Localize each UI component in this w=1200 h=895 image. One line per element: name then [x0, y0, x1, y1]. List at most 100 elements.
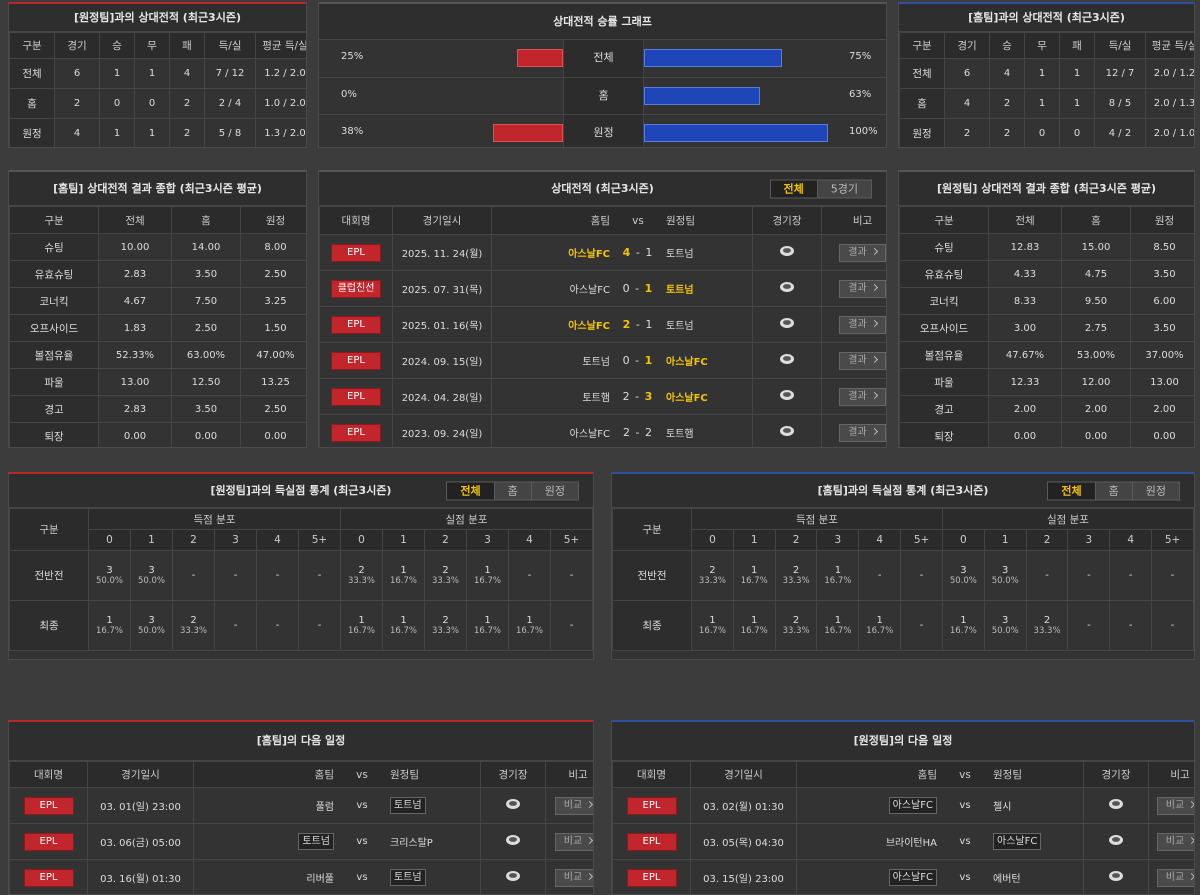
- competition-badge: EPL: [627, 797, 677, 815]
- away-rate: 25%: [341, 51, 363, 62]
- count: -: [1027, 570, 1068, 581]
- button-text: 결과: [848, 391, 866, 402]
- stadium-cell: [1084, 824, 1149, 860]
- button[interactable]: 결과: [839, 316, 885, 334]
- cell: 12.83: [989, 234, 1062, 261]
- cell: 1.2 / 2.0: [256, 59, 308, 89]
- versus: vs: [959, 872, 970, 883]
- column-header: 평균 득/실: [256, 33, 308, 59]
- title-text: [홈팀]과의 득실점 통계 (최근3시즌): [818, 484, 989, 497]
- home-cell: 아스날FC: [492, 307, 617, 343]
- row-label: 유효슈팅: [900, 261, 989, 288]
- cell: -: [551, 551, 593, 601]
- cell: EPL: [320, 235, 393, 271]
- percent: 33.3%: [692, 576, 733, 586]
- tab[interactable]: 원정: [1132, 482, 1179, 499]
- cell: 12.00: [1062, 369, 1131, 396]
- cell: 47.00%: [241, 342, 308, 369]
- title-text: [홈팀] 상대전적 결과 종합 (최근3시즌 평균): [53, 182, 262, 195]
- button[interactable]: 결과: [839, 424, 885, 442]
- stadium-field: [1112, 837, 1120, 842]
- cell: 0.00: [172, 423, 241, 449]
- cell: EPL: [613, 860, 691, 895]
- button[interactable]: 결과: [839, 280, 885, 298]
- button[interactable]: 결과: [839, 352, 885, 370]
- stadium-cell: [1084, 788, 1149, 824]
- cell: 2.50: [172, 315, 241, 342]
- button[interactable]: 비교: [1157, 833, 1195, 851]
- home-team: 토트넘: [298, 833, 334, 850]
- home-team: 아스날FC: [570, 429, 610, 440]
- away-cell: 토트넘: [384, 788, 481, 824]
- tab[interactable]: 전체: [771, 180, 817, 197]
- button[interactable]: 비교: [1157, 797, 1195, 815]
- cell: 2.50: [241, 396, 308, 423]
- competition-badge: EPL: [24, 833, 74, 851]
- competition-badge: EPL: [627, 869, 677, 887]
- count: 1: [89, 615, 130, 626]
- tab[interactable]: 5경기: [817, 180, 871, 197]
- tab[interactable]: 홈: [494, 482, 531, 499]
- stadium-icon: [779, 245, 795, 257]
- button[interactable]: 비교: [555, 797, 594, 815]
- bucket-header: 5+: [551, 530, 593, 551]
- cell: 3.50: [1131, 315, 1196, 342]
- button-text: 결과: [848, 283, 866, 294]
- bucket-header: 5+: [901, 530, 943, 551]
- button[interactable]: 결과: [839, 388, 885, 406]
- cell: 5 / 8: [205, 119, 256, 149]
- cell: 2.83: [99, 261, 172, 288]
- home-team: 아스날FC: [568, 321, 610, 332]
- tab[interactable]: 원정: [531, 482, 578, 499]
- cell: 1: [1060, 59, 1095, 89]
- center-cell: 0 - 1: [616, 271, 660, 307]
- away-team: 토트넘: [666, 321, 694, 332]
- tab[interactable]: 홈: [1095, 482, 1132, 499]
- cell: -: [1068, 601, 1110, 651]
- away-cell: 토트넘: [660, 271, 753, 307]
- action-cell: 결과: [822, 343, 888, 379]
- away-cell: 토트햄: [660, 415, 753, 449]
- button[interactable]: 비교: [1157, 869, 1195, 887]
- bucket-header: 0: [692, 530, 734, 551]
- cell: 4: [55, 119, 100, 149]
- cell: 6: [55, 59, 100, 89]
- button[interactable]: 비교: [555, 869, 594, 887]
- score-separator: -: [636, 318, 641, 331]
- action-cell: 비교: [546, 860, 595, 895]
- percent: 16.7%: [859, 626, 900, 636]
- tab[interactable]: 전체: [447, 482, 493, 499]
- button-text: 결과: [848, 319, 866, 330]
- away-team: 토트넘: [666, 249, 694, 260]
- button[interactable]: 결과: [839, 244, 885, 262]
- home-cell: 풀럼: [194, 788, 341, 824]
- row-label: 홈: [563, 78, 644, 115]
- button[interactable]: 비교: [555, 833, 594, 851]
- cell: 2 / 4: [205, 89, 256, 119]
- cell: -: [1110, 601, 1152, 651]
- away-rate: 0%: [341, 89, 357, 100]
- cell: 0.00: [1131, 423, 1196, 449]
- count: -: [1110, 570, 1151, 581]
- cell: 6: [945, 59, 990, 89]
- column-header: vs: [943, 762, 987, 788]
- cell: 4: [945, 89, 990, 119]
- row-label: 원정: [900, 119, 945, 149]
- tab[interactable]: 전체: [1048, 482, 1094, 499]
- bucket-header: 3: [817, 530, 859, 551]
- percent: 33.3%: [425, 626, 466, 636]
- cell: EPL: [320, 307, 393, 343]
- cell: 12 / 7: [1095, 59, 1146, 89]
- count: 1: [383, 615, 424, 626]
- stadium-field: [783, 248, 791, 253]
